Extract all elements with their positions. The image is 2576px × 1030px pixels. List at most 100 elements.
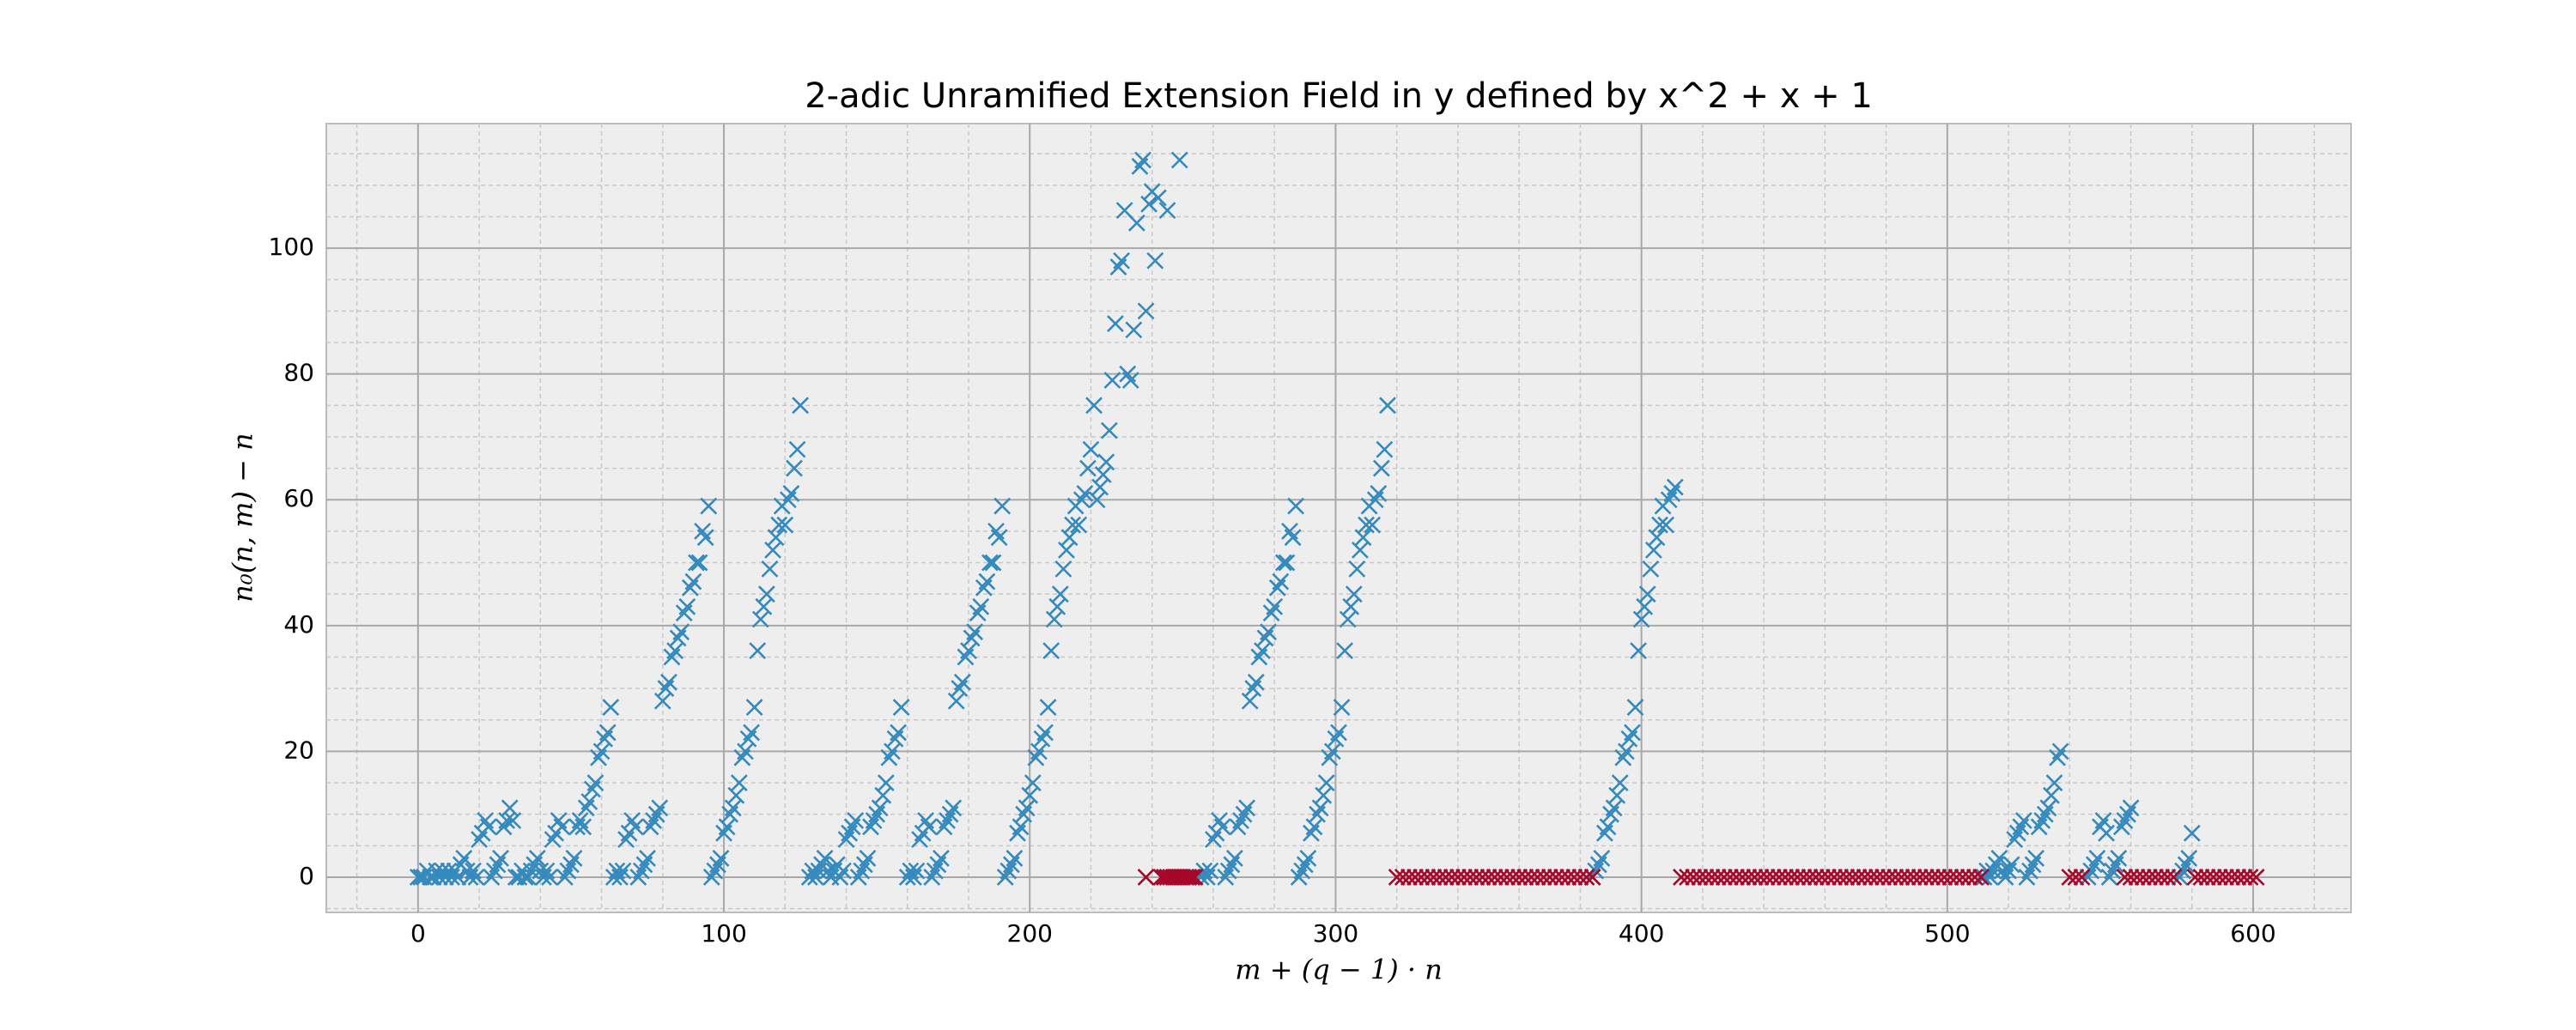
- y-tick-label: 20: [283, 736, 314, 764]
- point: [1819, 869, 1837, 886]
- point: [696, 529, 714, 547]
- point: [892, 699, 910, 717]
- point: [816, 850, 834, 867]
- point: [1880, 869, 1899, 886]
- point: [1740, 869, 1758, 886]
- point: [1813, 869, 1831, 886]
- point: [1467, 869, 1485, 886]
- point: [1565, 869, 1583, 886]
- point: [1673, 869, 1690, 886]
- point: [1801, 869, 1819, 886]
- x-axis-label: m + (q − 1) · n: [1235, 954, 1443, 986]
- point: [1679, 869, 1696, 886]
- point: [1388, 869, 1406, 886]
- point: [1953, 869, 1971, 886]
- point: [1345, 585, 1363, 603]
- y-tick-label: 40: [283, 610, 314, 639]
- point: [660, 673, 677, 691]
- point: [1648, 529, 1666, 547]
- point: [1728, 869, 1745, 886]
- point: [1091, 478, 1109, 496]
- y-axis-label: n₀(n, m) − n: [227, 433, 259, 602]
- point: [1473, 869, 1492, 886]
- point: [688, 554, 705, 572]
- point: [1685, 869, 1703, 886]
- point: [1225, 850, 1243, 867]
- point: [498, 812, 516, 829]
- point: [1577, 869, 1595, 886]
- point: [700, 497, 718, 515]
- point: [1874, 869, 1892, 886]
- point: [2045, 774, 2063, 791]
- point: [1630, 642, 1647, 660]
- point: [690, 554, 708, 572]
- point: [2134, 869, 2152, 886]
- point: [1419, 869, 1437, 886]
- point: [1018, 799, 1036, 817]
- point: [653, 692, 671, 710]
- point: [1522, 869, 1540, 886]
- point: [1213, 818, 1231, 836]
- point: [2116, 869, 2134, 886]
- point: [1247, 673, 1265, 691]
- point: [1158, 202, 1176, 220]
- point: [724, 799, 742, 817]
- point: [1941, 869, 1959, 886]
- point: [1305, 818, 1323, 836]
- point: [455, 850, 473, 867]
- point: [1540, 869, 1558, 886]
- point: [2217, 869, 2234, 886]
- point: [1394, 869, 1412, 886]
- point: [1636, 597, 1654, 615]
- point: [1947, 869, 1965, 886]
- point: [2223, 869, 2240, 886]
- point: [626, 818, 644, 836]
- point: [770, 516, 788, 534]
- point: [1807, 869, 1825, 886]
- point: [1425, 869, 1443, 886]
- y-tick-label: 100: [269, 233, 314, 261]
- point: [1372, 459, 1390, 477]
- point: [1045, 610, 1063, 628]
- point: [2241, 869, 2259, 886]
- point: [1076, 484, 1094, 502]
- point: [1758, 869, 1776, 886]
- point: [479, 818, 497, 836]
- point: [1048, 597, 1066, 615]
- point: [1437, 869, 1455, 886]
- point: [984, 554, 1002, 572]
- point: [2159, 869, 2177, 886]
- point: [580, 793, 598, 810]
- x-tick-label: 200: [1007, 919, 1053, 948]
- point: [1125, 321, 1143, 339]
- point: [1651, 516, 1668, 534]
- point: [1406, 869, 1424, 886]
- point: [1666, 478, 1684, 496]
- point: [2140, 869, 2158, 886]
- point: [764, 541, 781, 559]
- y-tick-label: 0: [299, 862, 314, 890]
- point: [1709, 869, 1727, 886]
- marks: [409, 151, 2265, 886]
- point: [788, 440, 806, 458]
- point: [1559, 869, 1577, 886]
- point: [1012, 818, 1030, 836]
- point: [890, 724, 907, 742]
- point: [1697, 869, 1715, 886]
- point: [1134, 151, 1151, 169]
- point: [871, 799, 889, 817]
- point: [1771, 869, 1788, 886]
- point: [1085, 397, 1103, 415]
- point: [1722, 869, 1739, 886]
- point: [1703, 869, 1721, 886]
- point: [1315, 786, 1333, 804]
- point: [492, 850, 509, 867]
- point: [1617, 742, 1635, 760]
- point: [504, 812, 522, 829]
- point: [877, 774, 895, 791]
- point: [2180, 850, 2198, 867]
- point: [718, 818, 736, 836]
- point: [712, 850, 730, 867]
- point: [1042, 642, 1060, 660]
